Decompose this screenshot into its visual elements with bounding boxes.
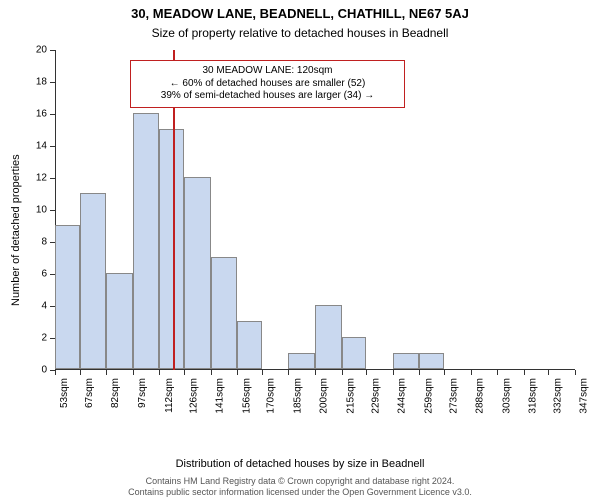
y-tick-label: 18	[25, 77, 47, 88]
histogram-bar	[211, 257, 238, 369]
x-tick-label: 126sqm	[188, 378, 199, 414]
y-tick-label: 14	[25, 141, 47, 152]
x-tick	[419, 370, 420, 375]
chart-container: { "title_line1": "30, MEADOW LANE, BEADN…	[0, 0, 600, 500]
y-tick	[50, 178, 55, 179]
histogram-bar	[106, 273, 133, 369]
x-tick-label: 112sqm	[163, 378, 174, 413]
x-tick	[497, 370, 498, 375]
x-tick	[575, 370, 576, 375]
y-tick	[50, 82, 55, 83]
x-tick-label: 141sqm	[215, 378, 226, 414]
y-tick	[50, 114, 55, 115]
y-tick	[50, 50, 55, 51]
x-tick-label: 318sqm	[528, 378, 539, 414]
histogram-bar	[288, 353, 315, 369]
x-tick	[444, 370, 445, 375]
x-tick-label: 273sqm	[448, 378, 459, 414]
x-tick	[315, 370, 316, 375]
annotation-line: ← 60% of detached houses are smaller (52…	[137, 78, 398, 91]
histogram-bar	[315, 305, 342, 369]
histogram-bar	[237, 321, 262, 369]
x-tick	[106, 370, 107, 375]
x-tick-label: 303sqm	[501, 378, 512, 414]
x-tick	[262, 370, 263, 375]
x-tick-label: 332sqm	[552, 378, 563, 414]
x-tick-label: 229sqm	[370, 378, 381, 414]
histogram-bar	[133, 113, 160, 369]
x-tick	[288, 370, 289, 375]
x-tick-label: 185sqm	[292, 378, 303, 414]
histogram-bar	[342, 337, 367, 369]
x-tick-label: 170sqm	[266, 378, 277, 414]
annotation-line: 30 MEADOW LANE: 120sqm	[137, 65, 398, 78]
x-tick-label: 288sqm	[475, 378, 486, 414]
x-tick-label: 244sqm	[397, 378, 408, 414]
histogram-bar	[184, 177, 211, 369]
y-axis-label: Number of detached properties	[10, 154, 22, 306]
annotation-box: 30 MEADOW LANE: 120sqm← 60% of detached …	[130, 60, 405, 108]
histogram-bar	[393, 353, 420, 369]
x-tick	[211, 370, 212, 375]
x-tick	[548, 370, 549, 375]
x-tick	[55, 370, 56, 375]
y-tick-label: 0	[25, 365, 47, 376]
histogram-bar	[419, 353, 444, 369]
x-tick	[393, 370, 394, 375]
x-tick	[159, 370, 160, 375]
x-tick	[80, 370, 81, 375]
x-tick-label: 259sqm	[423, 378, 434, 414]
x-tick	[471, 370, 472, 375]
y-tick-label: 10	[25, 205, 47, 216]
chart-subtitle: Size of property relative to detached ho…	[0, 26, 600, 40]
x-tick-label: 156sqm	[241, 378, 252, 414]
x-tick	[133, 370, 134, 375]
x-tick-label: 215sqm	[346, 378, 357, 414]
attribution-line-1: Contains HM Land Registry data © Crown c…	[0, 476, 600, 486]
x-tick	[342, 370, 343, 375]
chart-title: 30, MEADOW LANE, BEADNELL, CHATHILL, NE6…	[0, 6, 600, 21]
y-tick-label: 20	[25, 45, 47, 56]
x-tick	[184, 370, 185, 375]
x-tick-label: 53sqm	[59, 378, 70, 408]
x-tick-label: 82sqm	[110, 378, 121, 408]
x-tick-label: 67sqm	[84, 378, 95, 408]
y-tick-label: 12	[25, 173, 47, 184]
x-tick	[524, 370, 525, 375]
x-tick-label: 200sqm	[319, 378, 330, 414]
x-tick	[237, 370, 238, 375]
y-tick-label: 4	[25, 301, 47, 312]
annotation-line: 39% of semi-detached houses are larger (…	[137, 90, 398, 103]
y-tick-label: 16	[25, 109, 47, 120]
attribution-text: Contains HM Land Registry data © Crown c…	[0, 476, 600, 497]
y-tick-label: 2	[25, 333, 47, 344]
attribution-line-2: Contains public sector information licen…	[0, 487, 600, 497]
y-tick-label: 8	[25, 237, 47, 248]
histogram-bar	[80, 193, 107, 369]
histogram-bar	[55, 225, 80, 369]
y-tick-label: 6	[25, 269, 47, 280]
y-tick	[50, 146, 55, 147]
x-tick-label: 97sqm	[137, 378, 148, 408]
y-tick	[50, 210, 55, 211]
x-axis-label: Distribution of detached houses by size …	[0, 458, 600, 470]
x-tick	[366, 370, 367, 375]
x-tick-label: 347sqm	[579, 378, 590, 414]
